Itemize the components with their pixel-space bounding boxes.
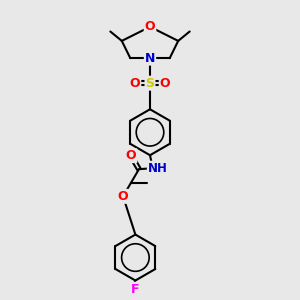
Text: NH: NH	[148, 162, 168, 175]
Text: S: S	[146, 77, 154, 90]
Text: O: O	[160, 77, 170, 90]
Text: O: O	[145, 20, 155, 33]
Text: O: O	[126, 149, 136, 162]
Text: N: N	[145, 52, 155, 64]
Text: O: O	[130, 77, 140, 90]
Text: F: F	[131, 283, 140, 296]
Text: O: O	[118, 190, 128, 203]
